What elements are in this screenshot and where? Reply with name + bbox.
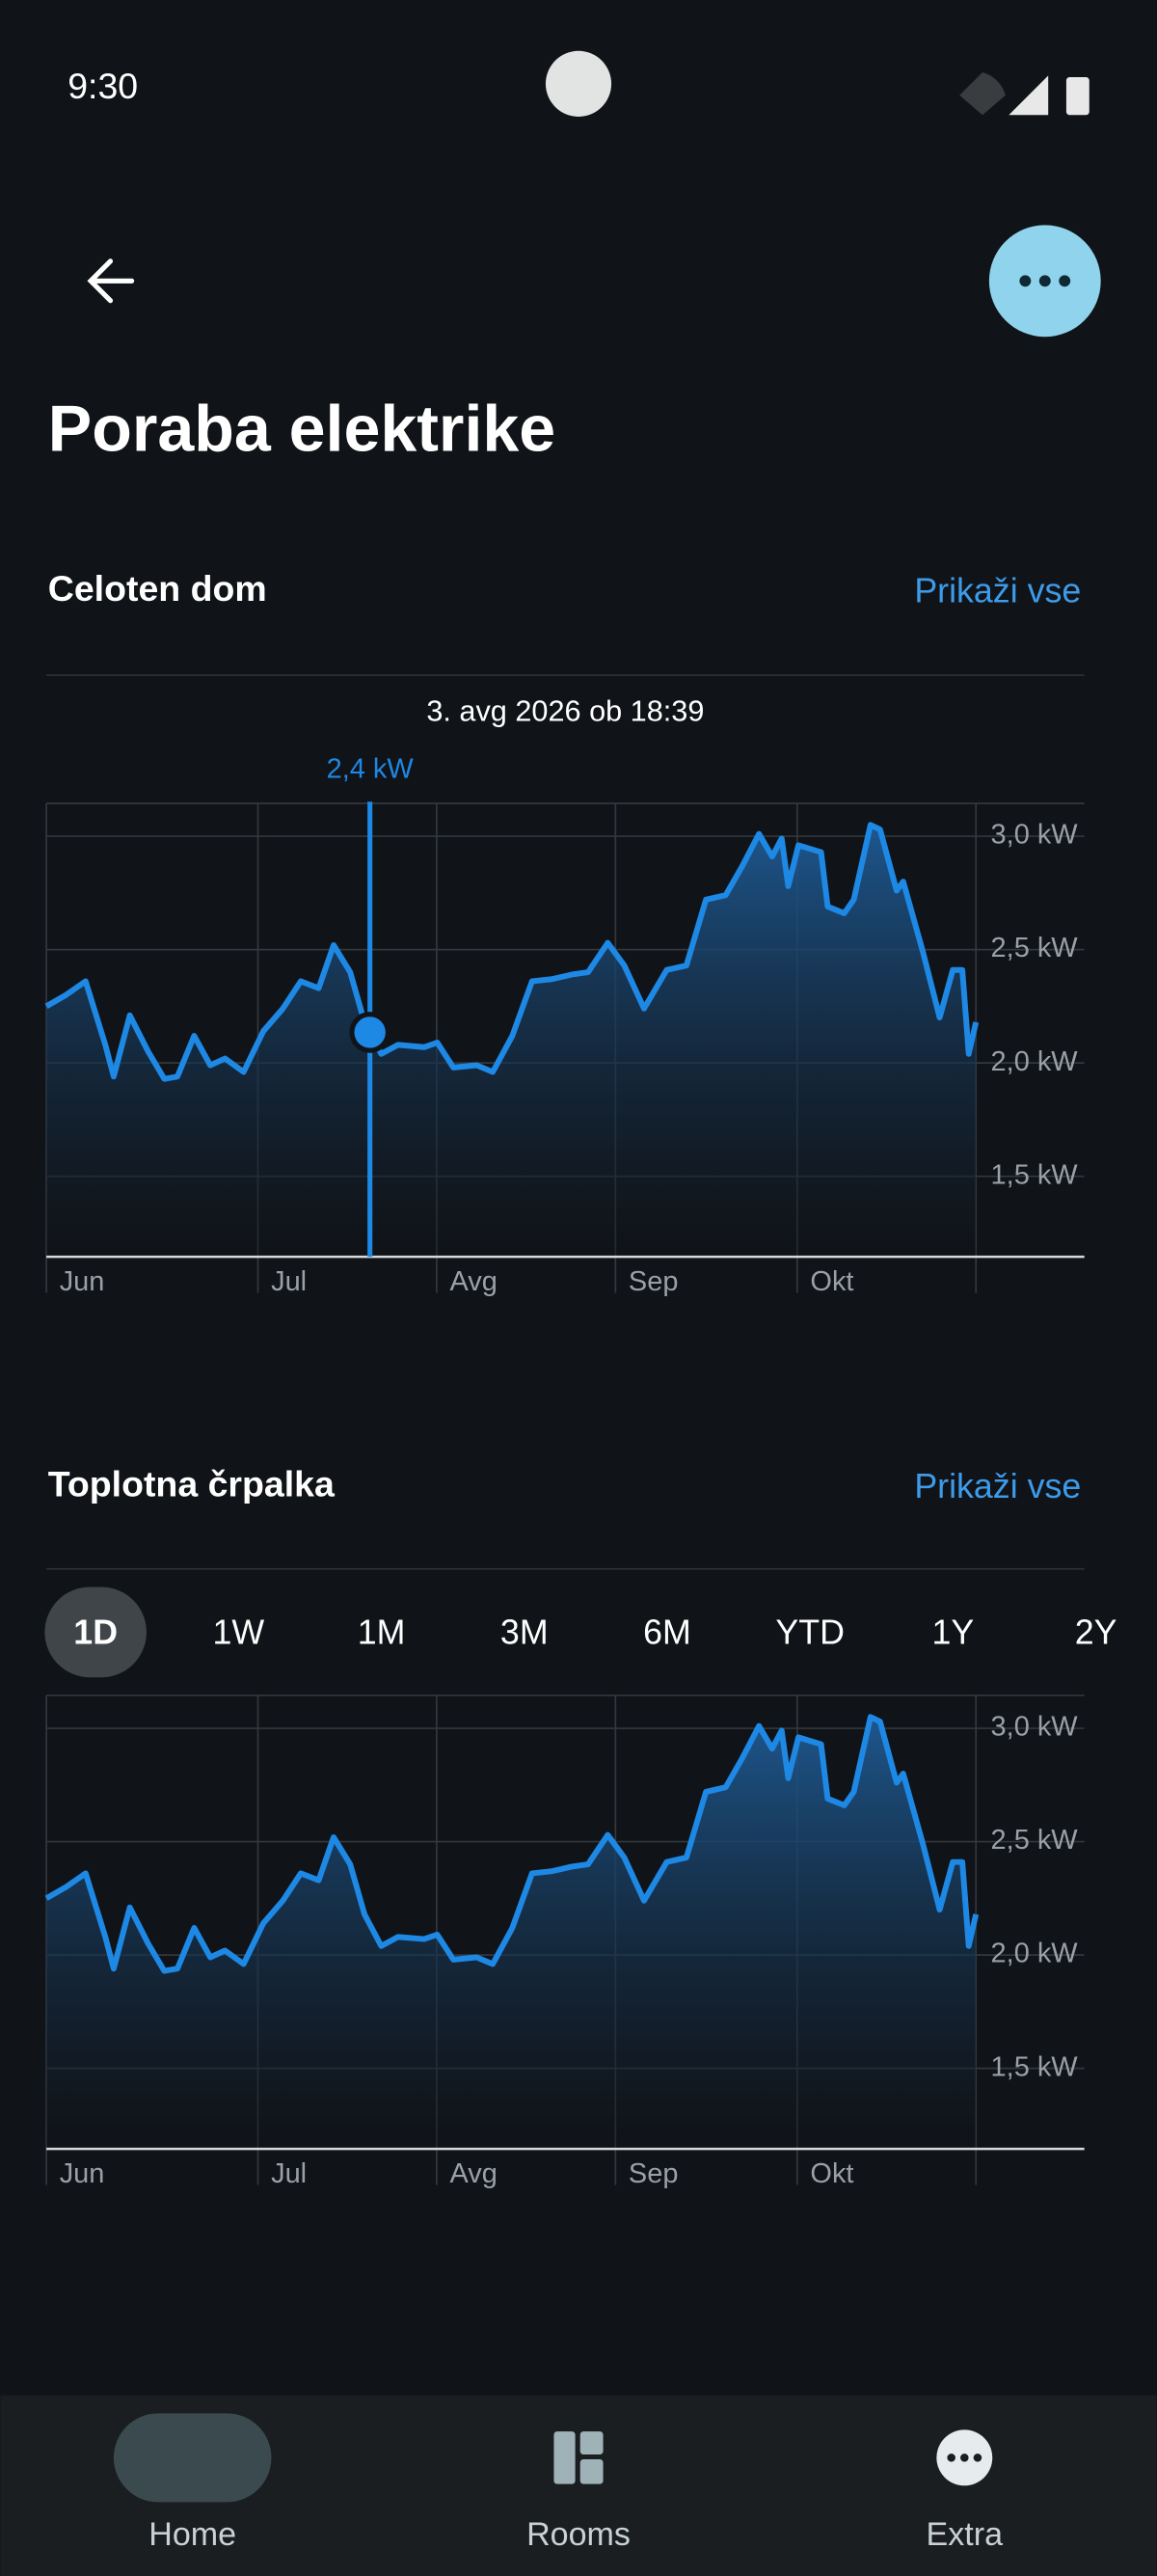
- nav-label[interactable]: Home: [148, 2516, 236, 2553]
- range-button[interactable]: 1Y: [932, 1613, 975, 1651]
- status-time: 9:30: [67, 66, 138, 106]
- dot: [1059, 275, 1071, 287]
- x-tick-label: Okt: [810, 2158, 853, 2189]
- nav-label[interactable]: Rooms: [526, 2516, 631, 2553]
- nav-items: Home Rooms Extra: [113, 2413, 1004, 2553]
- x-tick-label: Sep: [629, 2158, 679, 2189]
- y-tick-label: 1,5 kW: [991, 1159, 1079, 1190]
- x-tick-label: Avg: [450, 1266, 498, 1297]
- cursor-dot: [349, 1012, 390, 1053]
- dot: [960, 2454, 969, 2462]
- x-tick-label: Jul: [271, 2158, 307, 2189]
- show-all-link[interactable]: Prikaži vse: [914, 571, 1081, 610]
- x-tick-label: Jun: [60, 2158, 105, 2189]
- dot: [1038, 275, 1051, 287]
- chart: 1,5 kW 2,0 kW 2,5 kW 3,0 kW Jun Jul Avg Sep Okt 3…: [44, 694, 1085, 1297]
- range-button[interactable]: 2Y: [1075, 1613, 1117, 1651]
- line: [44, 1714, 980, 1974]
- range-selector: 1D 1W 1M 3M 6M YTD 1Y 2Y: [44, 1586, 1117, 1678]
- nav-label[interactable]: Extra: [927, 2516, 1004, 2553]
- rooms-icon: [553, 2431, 604, 2484]
- x-tick-label: Sep: [629, 1266, 679, 1297]
- battery-icon: [1065, 77, 1090, 116]
- range-button[interactable]: 6M: [643, 1613, 691, 1651]
- nav-active-pill: [113, 2413, 272, 2503]
- section-title: Toplotna črpalka: [48, 1464, 336, 1505]
- line: [44, 822, 980, 1082]
- tooltip-title: 3. avg 2026 ob 18:39: [426, 694, 704, 727]
- y-tick-label: 2,0 kW: [991, 1939, 1079, 1969]
- y-tick-label: 2,5 kW: [991, 933, 1079, 963]
- section-title: Celoten dom: [48, 568, 267, 609]
- range-button[interactable]: 3M: [500, 1613, 549, 1651]
- range-selected-bg: [44, 1586, 147, 1678]
- dot: [1019, 275, 1032, 287]
- x-tick-label: Okt: [810, 1266, 853, 1297]
- range-button[interactable]: 1M: [358, 1613, 406, 1651]
- rooms-tile: [579, 2459, 604, 2484]
- extra-icon: [936, 2429, 993, 2486]
- signal-icon: [1009, 75, 1049, 116]
- chart: 1,5 kW 2,0 kW 2,5 kW 3,0 kW Jun Jul Avg Sep Okt: [44, 1695, 1085, 2189]
- page-title: Poraba elektrike: [48, 393, 555, 466]
- more-button[interactable]: [988, 225, 1101, 338]
- range-button[interactable]: YTD: [775, 1613, 845, 1651]
- y-tick-label: 2,0 kW: [991, 1046, 1079, 1077]
- rooms-tile: [579, 2431, 604, 2454]
- x-tick-label: Jul: [271, 1266, 307, 1297]
- dot: [947, 2454, 955, 2462]
- y-tick-label: 3,0 kW: [991, 820, 1079, 851]
- show-all-link[interactable]: Prikaži vse: [914, 1467, 1081, 1505]
- camera: [545, 50, 612, 117]
- x-tick-label: Jun: [60, 1266, 105, 1297]
- range-button[interactable]: 1W: [213, 1613, 265, 1651]
- back-button[interactable]: [87, 258, 135, 304]
- wifi-icon: [959, 71, 1006, 116]
- x-tick-label: Avg: [450, 2158, 498, 2189]
- tooltip-value: 2,4 kW: [327, 754, 415, 785]
- dot: [973, 2454, 982, 2462]
- range-button[interactable]: 1D: [73, 1613, 118, 1651]
- rooms-tile: [553, 2431, 576, 2484]
- y-tick-label: 2,5 kW: [991, 1825, 1079, 1856]
- y-tick-label: 1,5 kW: [991, 2051, 1079, 2082]
- y-tick-label: 3,0 kW: [991, 1712, 1079, 1743]
